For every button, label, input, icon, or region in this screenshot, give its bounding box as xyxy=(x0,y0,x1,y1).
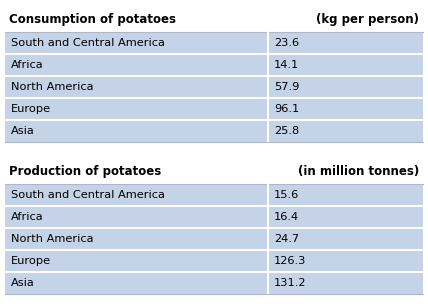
Bar xyxy=(5,228,423,250)
Bar xyxy=(5,76,423,98)
Text: Asia: Asia xyxy=(11,278,35,288)
Text: 25.8: 25.8 xyxy=(274,126,299,136)
Bar xyxy=(5,272,423,294)
Text: North America: North America xyxy=(11,234,93,244)
Text: (kg per person): (kg per person) xyxy=(316,13,419,25)
Bar xyxy=(5,184,423,206)
Text: Europe: Europe xyxy=(11,104,51,114)
Text: 14.1: 14.1 xyxy=(274,60,299,70)
Text: South and Central America: South and Central America xyxy=(11,190,165,200)
Text: Europe: Europe xyxy=(11,256,51,266)
Text: 126.3: 126.3 xyxy=(274,256,306,266)
Text: 24.7: 24.7 xyxy=(274,234,299,244)
Text: Asia: Asia xyxy=(11,126,35,136)
Text: (in million tonnes): (in million tonnes) xyxy=(298,165,419,177)
Bar xyxy=(5,120,423,142)
Text: South and Central America: South and Central America xyxy=(11,38,165,48)
Text: Production of potatoes: Production of potatoes xyxy=(9,165,161,177)
Bar xyxy=(5,54,423,76)
Text: 16.4: 16.4 xyxy=(274,212,299,222)
Bar xyxy=(5,250,423,272)
Text: 131.2: 131.2 xyxy=(274,278,306,288)
Bar xyxy=(5,98,423,120)
Bar xyxy=(5,206,423,228)
Text: 96.1: 96.1 xyxy=(274,104,299,114)
Text: North America: North America xyxy=(11,82,93,92)
Text: 57.9: 57.9 xyxy=(274,82,299,92)
Text: 15.6: 15.6 xyxy=(274,190,299,200)
Bar xyxy=(5,32,423,54)
Text: Africa: Africa xyxy=(11,60,44,70)
Text: Africa: Africa xyxy=(11,212,44,222)
Text: Consumption of potatoes: Consumption of potatoes xyxy=(9,13,176,25)
Text: 23.6: 23.6 xyxy=(274,38,299,48)
